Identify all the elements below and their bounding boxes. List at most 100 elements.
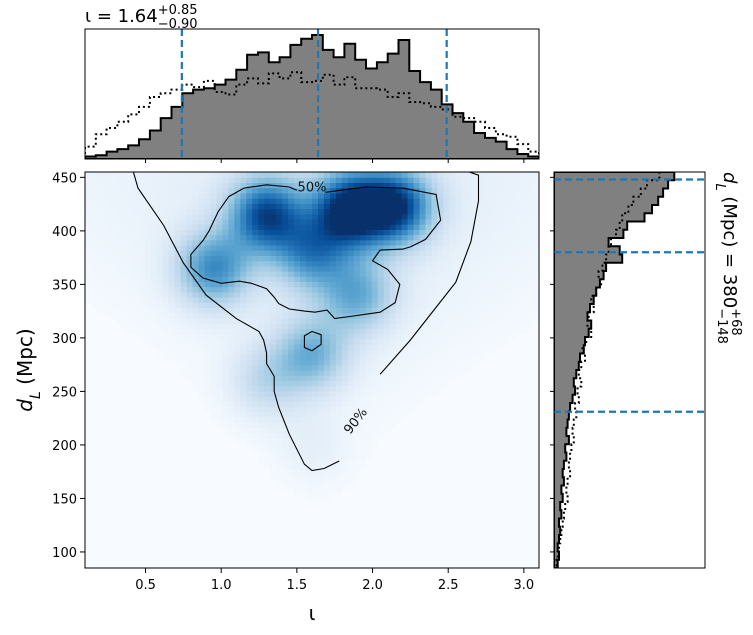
- heatmap-cell: [527, 234, 534, 241]
- heatmap-cell: [401, 359, 409, 366]
- heatmap-cell: [132, 265, 140, 272]
- heatmap-cell: [395, 328, 403, 335]
- heatmap-cell: [312, 469, 319, 475]
- heatmap-cell: [85, 281, 92, 288]
- heatmap-cell: [437, 218, 445, 225]
- heatmap-cell: [282, 276, 289, 283]
- heatmap-cell: [365, 239, 373, 246]
- heatmap-cell: [365, 260, 373, 267]
- heatmap-cell: [449, 302, 456, 309]
- heatmap-cell: [473, 286, 480, 293]
- heatmap-cell: [455, 182, 462, 189]
- heatmap-cell: [276, 297, 283, 303]
- heatmap-cell: [156, 255, 164, 262]
- heatmap-cell: [132, 271, 140, 277]
- heatmap-cell: [282, 198, 289, 204]
- heatmap-cell: [300, 291, 307, 298]
- heatmap-cell: [204, 271, 212, 277]
- heatmap-cell: [335, 349, 343, 355]
- heatmap-cell: [240, 213, 247, 220]
- heatmap-cell: [294, 411, 301, 418]
- heatmap-cell: [533, 234, 539, 241]
- heatmap-cell: [485, 198, 492, 204]
- heatmap-cell: [85, 192, 92, 199]
- heatmap-cell: [437, 213, 445, 220]
- heatmap-cell: [365, 349, 373, 355]
- heatmap-cell: [329, 260, 337, 267]
- heatmap-cell: [186, 250, 194, 256]
- heatmap-cell: [174, 229, 182, 236]
- heatmap-cell: [335, 297, 343, 303]
- heatmap-cell: [138, 239, 146, 246]
- heatmap-cell: [383, 276, 391, 283]
- heatmap-cell: [383, 250, 391, 256]
- heatmap-cell: [300, 286, 307, 293]
- heatmap-cell: [144, 328, 152, 335]
- heatmap-cell: [479, 271, 486, 277]
- heatmap-cell: [497, 203, 504, 210]
- heatmap-cell: [282, 218, 289, 225]
- heatmap-cell: [228, 187, 235, 194]
- heatmap-cell: [449, 328, 456, 335]
- heatmap-cell: [162, 244, 170, 251]
- heatmap-cell: [294, 328, 301, 335]
- heatmap-cell: [228, 271, 235, 277]
- heatmap-cell: [282, 463, 289, 470]
- heatmap-cell: [168, 224, 176, 230]
- heatmap-cell: [347, 469, 355, 475]
- heatmap-cell: [437, 271, 445, 277]
- heatmap-cell: [521, 218, 528, 225]
- heatmap-cell: [359, 297, 367, 303]
- heatmap-cell: [491, 286, 498, 293]
- heatmap-cell: [264, 255, 271, 262]
- heatmap-cell: [282, 411, 289, 418]
- heatmap-cell: [258, 422, 265, 428]
- heatmap-cell: [431, 213, 439, 220]
- heatmap-cell: [389, 276, 397, 283]
- heatmap-cell: [222, 192, 229, 199]
- y-tick-label: 150: [52, 492, 77, 507]
- heatmap-cell: [353, 474, 361, 481]
- heatmap-cell: [383, 390, 391, 397]
- heatmap-cell: [335, 224, 343, 230]
- heatmap-cell: [228, 390, 235, 397]
- heatmap-cell: [240, 437, 247, 444]
- heatmap-cell: [401, 317, 409, 324]
- heatmap-cell: [288, 359, 295, 366]
- heatmap-cell: [312, 255, 319, 262]
- heatmap-cell: [258, 458, 265, 465]
- heatmap-cell: [132, 297, 140, 303]
- heatmap-cell: [455, 208, 462, 215]
- heatmap-cell: [270, 437, 277, 444]
- heatmap-cell: [294, 401, 301, 408]
- heatmap-cell: [347, 291, 355, 298]
- heatmap-cell: [216, 271, 223, 277]
- heatmap-cell: [383, 406, 391, 413]
- heatmap-cell: [198, 291, 206, 298]
- heatmap-cell: [347, 349, 355, 355]
- heatmap-cell: [497, 291, 504, 298]
- heatmap-cell: [210, 416, 218, 423]
- heatmap-cell: [108, 198, 116, 204]
- heatmap-cell: [335, 406, 343, 413]
- heatmap-cell: [377, 349, 385, 355]
- heatmap-cell: [389, 328, 397, 335]
- heatmap-cell: [467, 244, 474, 251]
- heatmap-cell: [192, 239, 200, 246]
- heatmap-cell: [383, 364, 391, 371]
- heatmap-cell: [377, 208, 385, 215]
- heatmap-cell: [300, 427, 307, 434]
- heatmap-cell: [521, 281, 528, 288]
- heatmap-cell: [347, 198, 355, 204]
- heatmap-cell: [335, 469, 343, 475]
- heatmap-cell: [234, 328, 241, 335]
- heatmap-cell: [473, 244, 480, 251]
- heatmap-cell: [300, 474, 307, 481]
- heatmap-cell: [258, 229, 265, 236]
- heatmap-cell: [126, 213, 134, 220]
- heatmap-cell: [198, 380, 206, 387]
- heatmap-cell: [341, 291, 349, 298]
- heatmap-cell: [96, 302, 104, 309]
- heatmap-cell: [533, 312, 539, 319]
- heatmap-cell: [222, 427, 229, 434]
